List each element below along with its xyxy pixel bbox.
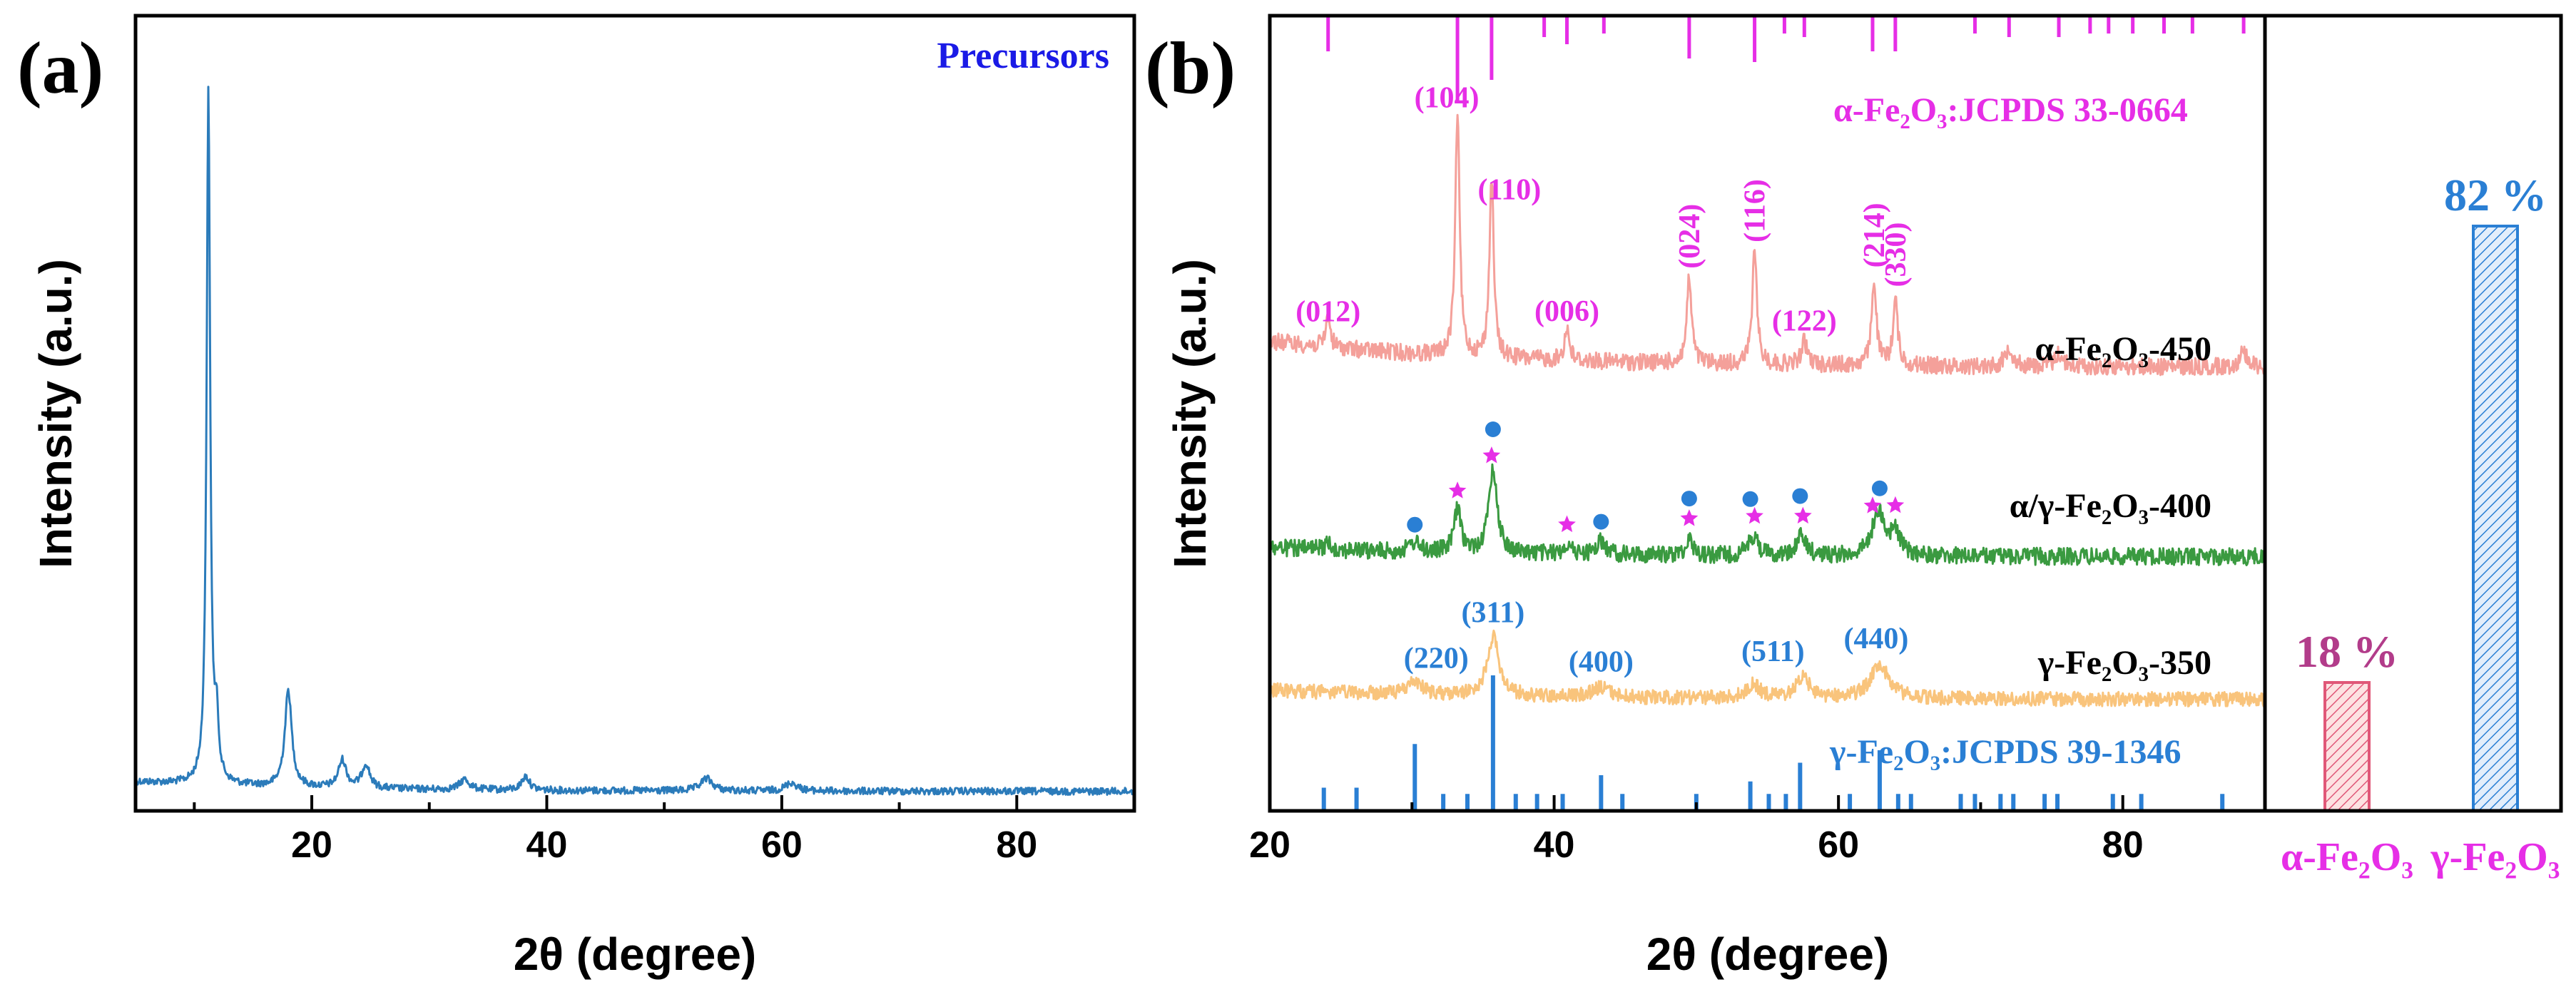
panel-a-tick-label-80: 80 xyxy=(996,824,1037,866)
panel-b-peak-labels: (012) (104) (110) (006) (024) (116) (122) (214)… xyxy=(1295,81,1913,678)
gamma-phase-dot-marker xyxy=(1742,491,1758,507)
precursors-legend: Precursors xyxy=(937,36,1109,76)
alpha-phase-star-marker xyxy=(1746,506,1763,524)
phase-fraction-panel: 18 % 82 % α-Fe₂O₃ γ-Fe₂O₃ xyxy=(2263,14,2563,879)
alpha-phase-star-marker xyxy=(1863,496,1882,513)
phase-fraction-bar xyxy=(2323,681,2371,812)
panel-b: (b) (012)(104)(110)(006)(024) (116)(122)(… xyxy=(1145,14,2267,980)
alpha-peak-label: (104) xyxy=(1415,81,1480,114)
alpha-peak-label: (122) xyxy=(1772,305,1837,338)
panel-b-label: (b) xyxy=(1145,27,1236,109)
gamma-phase-dot-marker xyxy=(1871,480,1888,496)
alpha-peak-label: (116) xyxy=(1739,179,1772,242)
panel-a-x-axis-title: 2θ (degree) xyxy=(514,929,756,980)
alpha-peak-label: (012) xyxy=(1295,296,1360,329)
gamma-phase-dot-marker xyxy=(1792,488,1808,504)
panel-b-y-axis-title: Intensity (a.u.) xyxy=(1164,259,1216,568)
phase-fraction-frame xyxy=(2263,14,2563,813)
phase-fraction-value-label: 82 % xyxy=(2444,170,2547,220)
panel-b-tick-label-20: 20 xyxy=(1249,824,1290,866)
panel-b-tick-label-40: 40 xyxy=(1534,824,1575,866)
panel-b-tick-label-80: 80 xyxy=(2102,824,2144,866)
panel-b-phase-markers xyxy=(1407,421,1905,533)
panel-b-tick-label-60: 60 xyxy=(1818,824,1859,866)
series-label-gamma-350: γ-Fe₂O₃-350 xyxy=(2037,644,2211,682)
alpha-peak-label: (330) xyxy=(1880,223,1913,287)
alpha-phase-star-marker xyxy=(1680,509,1699,526)
phase-fraction-bars: 18 % 82 % xyxy=(2296,170,2547,812)
gamma-peak-label: (511) xyxy=(1741,635,1805,668)
phase-fraction-value-label: 18 % xyxy=(2296,626,2398,677)
series-label-alpha-gamma-400: α/γ-Fe₂O₃-400 xyxy=(2010,487,2211,525)
category-label-gamma: γ-Fe₂O₃ xyxy=(2430,835,2560,879)
alpha-gamma-400-pattern xyxy=(1268,463,2266,566)
gamma-phase-dot-marker xyxy=(1681,491,1697,507)
alpha-peak-label: (110) xyxy=(1478,174,1542,207)
gamma-phase-dot-marker xyxy=(1593,513,1609,530)
panel-b-x-axis-title: 2θ (degree) xyxy=(1646,929,1889,980)
panel-b-reference-lines xyxy=(1321,16,2246,811)
panel-a-x-ticks: 20 40 60 80 xyxy=(193,795,1136,866)
alpha-phase-star-marker xyxy=(1482,446,1501,464)
gamma-peak-label: (440) xyxy=(1843,623,1908,655)
gamma-peak-label: (400) xyxy=(1569,645,1634,678)
alpha-peak-label: (006) xyxy=(1534,295,1599,328)
alpha-phase-star-marker xyxy=(1794,506,1812,524)
gamma-350-pattern xyxy=(1268,629,2266,707)
panel-a-series xyxy=(134,86,1135,796)
alpha-phase-star-marker xyxy=(1886,496,1905,513)
panel-b-series xyxy=(1268,113,2266,707)
panel-a-y-axis-title: Intensity (a.u.) xyxy=(30,259,81,568)
gamma-reference-label: γ-Fe₂O₃:JCPDS 39-1346 xyxy=(1829,733,2182,771)
alpha-reference-label: α-Fe₂O₃:JCPDS 33-0664 xyxy=(1833,91,2188,129)
precursors-pattern xyxy=(134,86,1135,796)
panel-a-label: (a) xyxy=(17,27,103,109)
gamma-phase-dot-marker xyxy=(1407,516,1423,533)
series-label-alpha-450: α-Fe₂O₃-450 xyxy=(2035,330,2212,368)
panel-a-tick-label-20: 20 xyxy=(291,824,332,866)
gamma-peak-label: (311) xyxy=(1462,596,1525,629)
gamma-peak-label: (220) xyxy=(1404,643,1469,675)
alpha-peak-label: (024) xyxy=(1674,204,1706,269)
alpha-phase-star-marker xyxy=(1558,515,1576,533)
panel-a: (a) 20 40 60 80 2θ (degree) Intensity (a.u.… xyxy=(17,14,1136,980)
panel-a-tick-label-60: 60 xyxy=(761,824,803,866)
alpha-450-pattern xyxy=(1268,113,2266,377)
panel-a-frame xyxy=(133,14,1136,813)
alpha-peak-label: (214) xyxy=(1858,203,1891,267)
alpha-phase-star-marker xyxy=(1448,481,1467,498)
category-label-alpha: α-Fe₂O₃ xyxy=(2281,835,2413,879)
gamma-phase-dot-marker xyxy=(1485,421,1501,437)
panel-a-tick-label-40: 40 xyxy=(526,824,568,866)
phase-fraction-bar xyxy=(2472,225,2519,812)
